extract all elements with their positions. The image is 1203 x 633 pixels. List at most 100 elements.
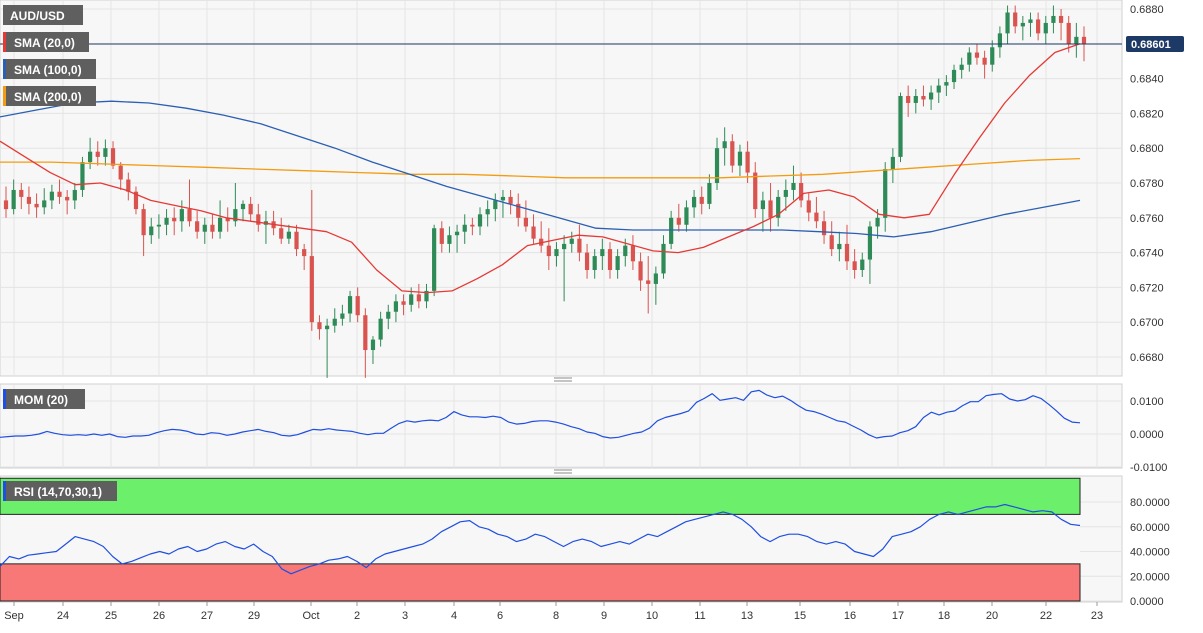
candle-body bbox=[248, 203, 253, 215]
candle-body bbox=[959, 64, 964, 70]
candle-body bbox=[852, 261, 857, 270]
candle-body bbox=[401, 301, 406, 305]
candle-body bbox=[118, 165, 123, 180]
candle bbox=[676, 203, 681, 232]
candle bbox=[302, 243, 307, 270]
candle bbox=[416, 283, 421, 309]
candle bbox=[1028, 12, 1033, 37]
candle bbox=[1005, 5, 1010, 44]
legend-sma-200-label: SMA (200,0) bbox=[14, 90, 82, 104]
x-tick-label: 10 bbox=[646, 610, 658, 622]
legend-sma-20[interactable]: SMA (20,0) bbox=[3, 32, 89, 52]
candle-body bbox=[149, 226, 154, 236]
candle-body bbox=[638, 261, 643, 281]
candle bbox=[691, 189, 697, 218]
candle-body bbox=[814, 212, 819, 222]
candle-body bbox=[906, 96, 911, 103]
candle bbox=[1036, 12, 1041, 41]
candle-body bbox=[653, 273, 658, 284]
candle-body bbox=[523, 217, 528, 227]
x-tick-label: 20 bbox=[986, 610, 998, 622]
candle bbox=[928, 85, 934, 110]
candle-body bbox=[944, 82, 949, 86]
candle bbox=[844, 224, 850, 270]
y-tick-rsi: 40.0000 bbox=[1130, 547, 1170, 559]
candle bbox=[294, 224, 299, 257]
candle bbox=[646, 256, 651, 314]
candle-body bbox=[768, 200, 773, 218]
candle bbox=[722, 127, 727, 166]
legend-rsi[interactable]: RSI (14,70,30,1) bbox=[3, 481, 117, 501]
candle-body bbox=[584, 252, 590, 270]
candle bbox=[562, 235, 567, 302]
candle bbox=[462, 214, 467, 244]
candle-body bbox=[951, 69, 957, 83]
candle bbox=[286, 224, 291, 244]
candle-body bbox=[837, 243, 842, 250]
candle bbox=[210, 214, 215, 239]
candle bbox=[523, 200, 528, 232]
candle-body bbox=[691, 196, 697, 208]
candle-body bbox=[974, 52, 980, 58]
candle-body bbox=[11, 189, 16, 210]
candle bbox=[57, 179, 62, 204]
y-tick-rsi: 0.0000 bbox=[1130, 596, 1164, 608]
sma-200-line bbox=[0, 157, 1081, 179]
candle-body bbox=[34, 203, 39, 208]
candle-body bbox=[447, 235, 452, 244]
candles-layer bbox=[3, 5, 1087, 378]
candle-body bbox=[921, 96, 926, 100]
candle-body bbox=[531, 226, 536, 239]
candle bbox=[500, 189, 506, 218]
legend-mom-label: MOM (20) bbox=[14, 393, 68, 407]
candle-body bbox=[577, 238, 582, 253]
candle-body bbox=[95, 151, 100, 157]
rsi-oversold-zone bbox=[0, 563, 1081, 602]
candle-body bbox=[821, 221, 827, 236]
candle-body bbox=[424, 290, 429, 302]
last-price-tag bbox=[1126, 36, 1184, 52]
candle bbox=[19, 183, 24, 210]
candle bbox=[745, 141, 750, 183]
candle bbox=[34, 193, 39, 218]
candle bbox=[340, 304, 345, 326]
candle bbox=[913, 89, 918, 114]
candle bbox=[776, 189, 781, 227]
x-tick-label: 24 bbox=[57, 610, 69, 622]
candle-body bbox=[233, 209, 238, 222]
resize-handle-main[interactable] bbox=[554, 377, 572, 382]
candle-body bbox=[615, 256, 620, 270]
candle-body bbox=[600, 249, 605, 257]
main-panel-bg bbox=[0, 0, 1123, 377]
legend-sma-200[interactable]: SMA (200,0) bbox=[3, 86, 96, 106]
legend-aud-usd[interactable]: AUD/USD bbox=[3, 5, 83, 25]
candle bbox=[890, 148, 895, 183]
candle-body bbox=[256, 214, 261, 225]
resize-handle-mom[interactable] bbox=[554, 469, 572, 474]
candle bbox=[1051, 5, 1056, 34]
y-tick-main: 0.6880 bbox=[1130, 4, 1164, 16]
legend-mom[interactable]: MOM (20) bbox=[3, 389, 85, 409]
candle-body bbox=[760, 200, 765, 210]
candle-body bbox=[462, 224, 467, 232]
candle bbox=[240, 200, 246, 222]
candle-body bbox=[730, 141, 735, 166]
candle bbox=[179, 200, 184, 232]
y-tick-rsi: 60.0000 bbox=[1130, 522, 1170, 534]
candle-body bbox=[416, 294, 421, 302]
y-axis-labels: 0.68800.68600.68400.68200.68000.67800.67… bbox=[1130, 4, 1170, 608]
candle-body bbox=[72, 189, 77, 201]
candle bbox=[959, 57, 964, 79]
candle bbox=[332, 308, 337, 333]
candle bbox=[653, 266, 658, 305]
candle bbox=[49, 184, 54, 210]
candle bbox=[615, 249, 620, 279]
candle-body bbox=[156, 224, 162, 227]
candle-body bbox=[87, 151, 93, 163]
y-tick-main: 0.6780 bbox=[1130, 178, 1164, 190]
candle-body bbox=[890, 156, 895, 170]
candle bbox=[516, 193, 521, 227]
legend-sma-100[interactable]: SMA (100,0) bbox=[3, 59, 96, 79]
candle-body bbox=[630, 245, 636, 262]
